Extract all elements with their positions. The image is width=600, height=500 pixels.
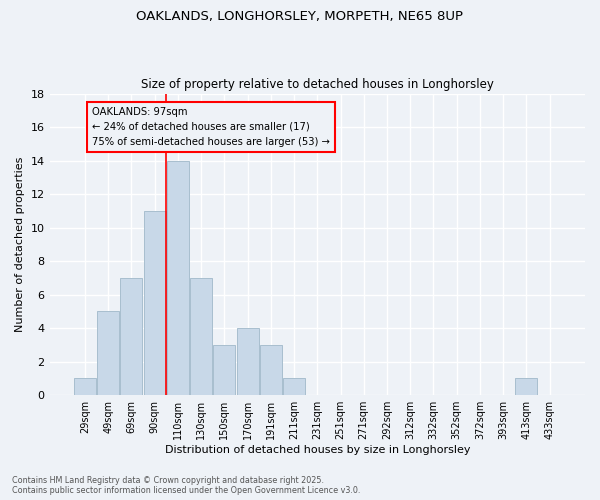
Bar: [74, 378, 96, 395]
Bar: [121, 278, 142, 395]
Bar: [236, 328, 259, 395]
Text: Contains HM Land Registry data © Crown copyright and database right 2025.
Contai: Contains HM Land Registry data © Crown c…: [12, 476, 361, 495]
X-axis label: Distribution of detached houses by size in Longhorsley: Distribution of detached houses by size …: [164, 445, 470, 455]
Text: OAKLANDS: 97sqm
← 24% of detached houses are smaller (17)
75% of semi-detached h: OAKLANDS: 97sqm ← 24% of detached houses…: [92, 107, 330, 146]
Bar: [97, 312, 119, 395]
Bar: [213, 345, 235, 395]
Bar: [283, 378, 305, 395]
Y-axis label: Number of detached properties: Number of detached properties: [15, 156, 25, 332]
Bar: [190, 278, 212, 395]
Title: Size of property relative to detached houses in Longhorsley: Size of property relative to detached ho…: [141, 78, 494, 91]
Bar: [260, 345, 282, 395]
Bar: [143, 211, 166, 395]
Bar: [515, 378, 538, 395]
Text: OAKLANDS, LONGHORSLEY, MORPETH, NE65 8UP: OAKLANDS, LONGHORSLEY, MORPETH, NE65 8UP: [137, 10, 464, 23]
Bar: [167, 160, 189, 395]
